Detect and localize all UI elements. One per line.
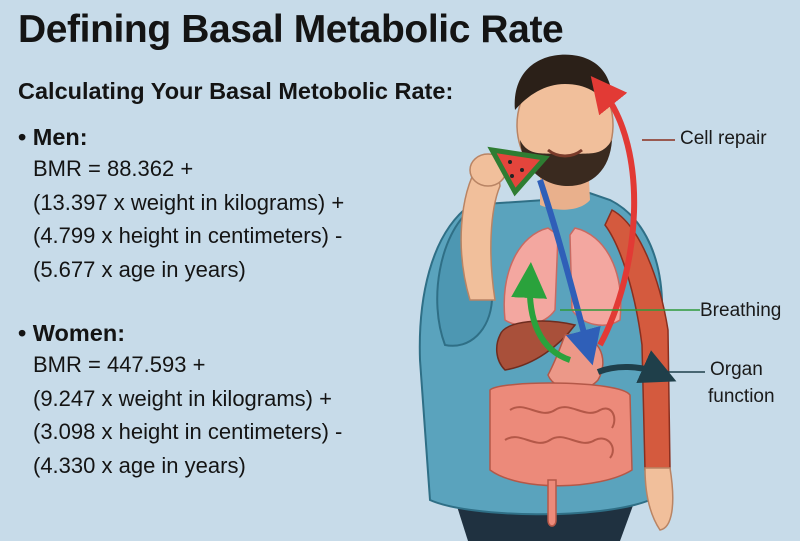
cell-repair-label: Cell repair (680, 128, 767, 149)
men-formula-line-4: (5.677 x age in years) (33, 256, 246, 282)
men-formula-line-2: (13.397 x weight in kilograms) + (33, 189, 345, 215)
women-heading: • Women: (18, 318, 342, 348)
dark-arrow (596, 350, 677, 384)
green-arrow (511, 262, 572, 363)
women-section: • Women: BMR = 447.593 + (9.247 x weight… (18, 318, 342, 482)
organ-function-label-line-2: function (708, 386, 775, 407)
intestines (489, 382, 633, 487)
rectum (547, 479, 557, 527)
intestine-coils (504, 406, 616, 459)
mouth (547, 148, 583, 158)
women-bullet: • (18, 320, 27, 346)
women-formula-line-3: (3.098 x height in centimeters) - (33, 419, 343, 444)
men-section: • Men: BMR = 88.362 + (13.397 x weight i… (18, 122, 344, 286)
hair (514, 54, 613, 110)
anatomy-illustration (418, 54, 705, 541)
watermelon-seed (510, 174, 514, 178)
page-subtitle: Calculating Your Basal Metobolic Rate: (18, 78, 454, 104)
women-formula-line-1: BMR = 447.593 + (33, 352, 206, 377)
blue-arrow (537, 179, 601, 366)
women-heading-label: Women: (32, 320, 126, 346)
women-formula-line-4: (4.330 x age in years) (33, 452, 246, 478)
red-arrow (590, 75, 638, 347)
breathing-label: Breathing (700, 300, 782, 321)
men-formula-line-1: BMR = 88.362 + (33, 156, 194, 181)
page-title: Defining Basal Metabolic Rate (18, 8, 564, 51)
watermelon-slice (487, 146, 550, 197)
watermelon-seed (508, 160, 512, 164)
women-formula-line-2: (9.247 x weight in kilograms) + (33, 385, 332, 411)
watermelon-seed (520, 168, 524, 172)
beard (520, 140, 612, 186)
men-heading: • Men: (18, 122, 344, 152)
men-formula-line-3: (4.799 x height in centimeters) - (33, 223, 343, 248)
organ-function-label-line-1: Organ (710, 359, 763, 380)
men-bullet: • (18, 124, 27, 150)
men-heading-label: Men: (32, 124, 88, 150)
right-hand (644, 467, 674, 531)
